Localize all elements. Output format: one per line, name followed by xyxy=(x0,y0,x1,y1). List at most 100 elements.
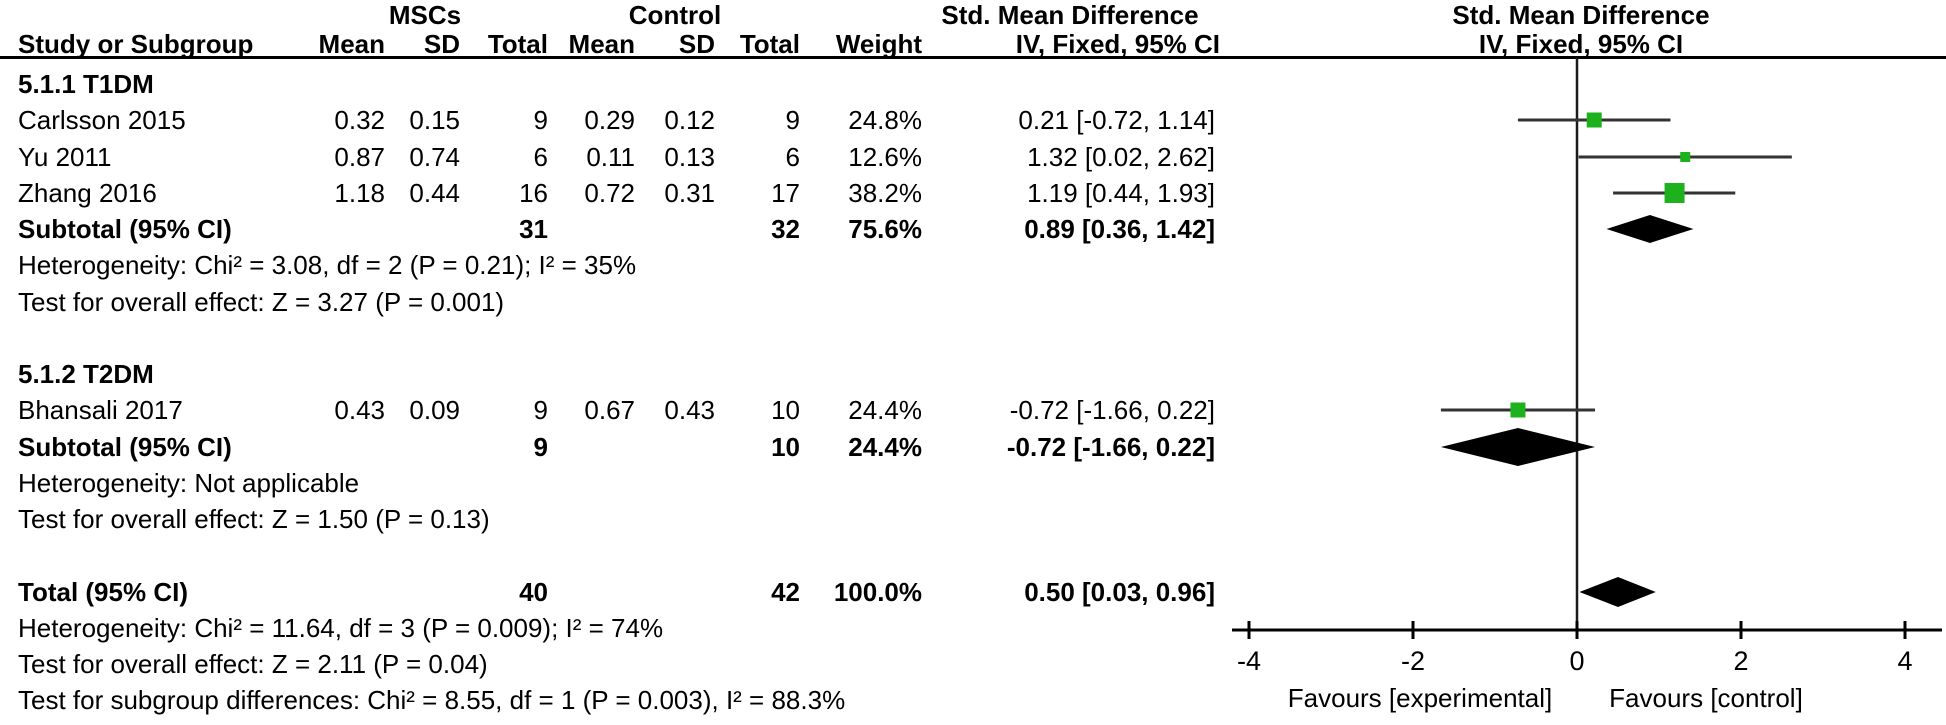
cell: 0.21 [-0.72, 1.14] xyxy=(1018,105,1215,135)
table-row-section: 5.1.2 T2DM xyxy=(0,356,1946,392)
cell: 9 xyxy=(533,432,548,462)
cell: 24.4% xyxy=(848,395,922,425)
cell: 0.12 xyxy=(664,105,715,135)
cell: 9 xyxy=(785,105,800,135)
table-row-stat: Test for subgroup differences: Chi² = 8.… xyxy=(0,682,1946,718)
cell: 10 xyxy=(771,395,800,425)
cell: 12.6% xyxy=(848,142,922,172)
cell: 0.67 xyxy=(584,395,635,425)
row-label: Heterogeneity: Chi² = 11.64, df = 3 (P =… xyxy=(18,613,664,643)
plot-header-smd: Std. Mean Difference xyxy=(1452,0,1710,30)
cell: 0.13 xyxy=(664,142,715,172)
row-label: 5.1.2 T2DM xyxy=(18,359,154,389)
cell: 0.44 xyxy=(409,178,460,208)
axis-tick-label: -4 xyxy=(1237,646,1261,676)
column-header-sd-control: SD xyxy=(678,29,715,59)
column-header-sd-mscs: SD xyxy=(423,29,460,59)
cell: -0.72 [-1.66, 0.22] xyxy=(1006,432,1215,462)
cell: 24.4% xyxy=(848,432,922,462)
table-row-study: Carlsson 2015 0.32 0.15 9 0.29 0.12 9 24.8% 0.21… xyxy=(0,102,1946,138)
row-label: 5.1.1 T1DM xyxy=(18,69,154,99)
plot-header-method: IV, Fixed, 95% CI xyxy=(1478,29,1684,59)
cell: 0.09 xyxy=(409,395,460,425)
row-label: Subtotal (95% CI) xyxy=(18,214,232,244)
cell: 0.74 xyxy=(409,142,460,172)
cell: 0.32 xyxy=(334,105,385,135)
group-header-control: Control xyxy=(628,0,722,30)
cell: 16 xyxy=(519,178,548,208)
cell: 0.50 [0.03, 0.96] xyxy=(1024,577,1215,607)
favours-right-label: Favours [control] xyxy=(1609,683,1803,713)
cell: 1.18 xyxy=(334,178,385,208)
row-label: Total (95% CI) xyxy=(18,577,188,607)
group-header-mscs: MSCs xyxy=(388,0,462,30)
cell: 9 xyxy=(533,395,548,425)
cell: -0.72 [-1.66, 0.22] xyxy=(1009,395,1215,425)
row-label: Test for subgroup differences: Chi² = 8.… xyxy=(18,685,846,715)
column-header-weight: Weight xyxy=(835,29,922,59)
cell: 31 xyxy=(519,214,548,244)
row-label: Heterogeneity: Chi² = 3.08, df = 2 (P = … xyxy=(18,250,637,280)
table-row-subtotal: Subtotal (95% CI) 9 10 24.4% -0.72 [-1.66, 0… xyxy=(0,429,1946,465)
table-row-total: Total (95% CI) 40 42 100.0% 0.50 [0.03, 0.96… xyxy=(0,574,1946,610)
cell: 0.31 xyxy=(664,178,715,208)
row-label: Carlsson 2015 xyxy=(18,105,186,135)
table-row-subtotal: Subtotal (95% CI) 31 32 75.6% 0.89 [0.36, 1.… xyxy=(0,211,1946,247)
cell: 0.72 xyxy=(584,178,635,208)
cell: 42 xyxy=(771,577,800,607)
row-label: Zhang 2016 xyxy=(18,178,157,208)
effect-square xyxy=(1664,183,1685,203)
group-header-smd: Std. Mean Difference xyxy=(941,0,1199,30)
cell: 24.8% xyxy=(848,105,922,135)
column-header-study: Study or Subgroup xyxy=(18,29,254,59)
column-header-mean-control: Mean xyxy=(568,29,635,59)
column-header-ci: IV, Fixed, 95% CI xyxy=(1015,29,1220,59)
table-row-section: 5.1.1 T1DM xyxy=(0,66,1946,102)
table-row-study: Zhang 2016 1.18 0.44 16 0.72 0.31 17 38.2% 1.19 … xyxy=(0,175,1946,211)
axis-tick-label: 4 xyxy=(1897,646,1912,676)
summary-diamond xyxy=(1579,577,1656,607)
table-row-stat: Test for overall effect: Z = 2.11 (P = 0… xyxy=(0,646,1946,682)
column-header-total-mscs: Total xyxy=(487,29,548,59)
effect-square xyxy=(1586,112,1602,128)
cell: 17 xyxy=(771,178,800,208)
cell: 6 xyxy=(533,142,548,172)
table-row-stat: Heterogeneity: Not applicable xyxy=(0,465,1946,501)
cell: 0.11 xyxy=(586,142,635,172)
header-rule xyxy=(0,56,1946,59)
cell: 0.29 xyxy=(584,105,635,135)
cell: 75.6% xyxy=(848,214,922,244)
table-row-stat: Test for overall effect: Z = 3.27 (P = 0… xyxy=(0,284,1946,320)
table-row-stat: Heterogeneity: Chi² = 3.08, df = 2 (P = … xyxy=(0,247,1946,283)
row-label: Test for overall effect: Z = 1.50 (P = 0… xyxy=(18,504,490,534)
cell: 32 xyxy=(771,214,800,244)
column-header-mean-mscs: Mean xyxy=(318,29,385,59)
cell: 40 xyxy=(519,577,548,607)
cell: 0.43 xyxy=(664,395,715,425)
axis-tick-label: -2 xyxy=(1401,646,1425,676)
cell: 0.89 [0.36, 1.42] xyxy=(1024,214,1215,244)
cell: 0.15 xyxy=(409,105,460,135)
axis-tick-label: 2 xyxy=(1733,646,1748,676)
cell: 38.2% xyxy=(848,178,922,208)
row-label: Subtotal (95% CI) xyxy=(18,432,232,462)
favours-left-label: Favours [experimental] xyxy=(1288,683,1552,713)
axis-tick-label: 0 xyxy=(1569,646,1584,676)
cell: 0.87 xyxy=(334,142,385,172)
table-row-stat: Heterogeneity: Chi² = 11.64, df = 3 (P =… xyxy=(0,610,1946,646)
table-row-study: Yu 2011 0.87 0.74 6 0.11 0.13 6 12.6% 1.32 [0.02… xyxy=(0,139,1946,175)
cell: 0.43 xyxy=(334,395,385,425)
effect-square xyxy=(1680,152,1691,162)
cell: 1.32 [0.02, 2.62] xyxy=(1027,142,1215,172)
row-label: Bhansali 2017 xyxy=(18,395,183,425)
row-label: Heterogeneity: Not applicable xyxy=(18,468,360,498)
summary-diamond xyxy=(1440,428,1596,466)
cell: 6 xyxy=(785,142,800,172)
row-label: Test for overall effect: Z = 2.11 (P = 0… xyxy=(18,649,488,679)
cell: 1.19 [0.44, 1.93] xyxy=(1027,178,1215,208)
row-label: Yu 2011 xyxy=(18,142,112,172)
column-header-total-control: Total xyxy=(739,29,800,59)
cell: 9 xyxy=(533,105,548,135)
